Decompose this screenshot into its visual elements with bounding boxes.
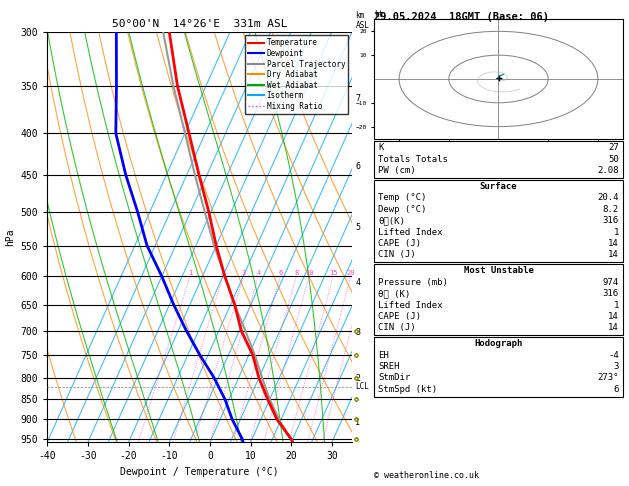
Text: 6: 6 (613, 385, 619, 394)
Text: © weatheronline.co.uk: © weatheronline.co.uk (374, 471, 479, 480)
Text: SREH: SREH (378, 362, 399, 371)
Text: km
ASL: km ASL (355, 11, 369, 30)
Text: 4: 4 (256, 270, 260, 277)
Text: 14: 14 (608, 239, 619, 248)
Text: 316: 316 (603, 216, 619, 225)
Text: 20.4: 20.4 (598, 193, 619, 202)
Text: 20: 20 (347, 270, 355, 277)
Text: θᴇ (K): θᴇ (K) (378, 289, 410, 298)
Text: StmDir: StmDir (378, 373, 410, 382)
Text: 1: 1 (188, 270, 192, 277)
Title: 50°00'N  14°26'E  331m ASL: 50°00'N 14°26'E 331m ASL (112, 19, 287, 30)
Text: 5: 5 (355, 223, 360, 232)
Text: 4: 4 (355, 278, 360, 287)
Text: 15: 15 (329, 270, 337, 277)
Text: EH: EH (378, 350, 389, 360)
Text: LCL: LCL (355, 382, 369, 391)
Text: Surface: Surface (480, 182, 517, 191)
Text: Totals Totals: Totals Totals (378, 155, 448, 164)
Text: 10: 10 (305, 270, 313, 277)
Text: 6: 6 (278, 270, 282, 277)
Text: kt: kt (374, 10, 384, 19)
Text: 2.08: 2.08 (598, 166, 619, 175)
Text: CIN (J): CIN (J) (378, 250, 416, 260)
Text: Dewp (°C): Dewp (°C) (378, 205, 426, 214)
Text: 3: 3 (613, 362, 619, 371)
Text: 8: 8 (294, 270, 299, 277)
Text: Most Unstable: Most Unstable (464, 266, 533, 275)
Text: 2: 2 (355, 374, 360, 383)
Text: 3: 3 (355, 328, 360, 337)
Text: 1: 1 (355, 418, 360, 427)
Y-axis label: hPa: hPa (5, 228, 15, 246)
Text: 316: 316 (603, 289, 619, 298)
Text: Lifted Index: Lifted Index (378, 300, 443, 310)
Text: 273°: 273° (598, 373, 619, 382)
Text: 3: 3 (242, 270, 245, 277)
Text: CAPE (J): CAPE (J) (378, 312, 421, 321)
Text: 14: 14 (608, 312, 619, 321)
Text: 8.2: 8.2 (603, 205, 619, 214)
Text: θᴇ(K): θᴇ(K) (378, 216, 405, 225)
Text: Hodograph: Hodograph (474, 339, 523, 348)
Text: 974: 974 (603, 278, 619, 287)
Text: CAPE (J): CAPE (J) (378, 239, 421, 248)
Text: -4: -4 (608, 350, 619, 360)
Text: 2: 2 (221, 270, 225, 277)
Text: PW (cm): PW (cm) (378, 166, 416, 175)
Text: Lifted Index: Lifted Index (378, 227, 443, 237)
X-axis label: Dewpoint / Temperature (°C): Dewpoint / Temperature (°C) (120, 467, 279, 477)
Text: Pressure (mb): Pressure (mb) (378, 278, 448, 287)
Text: 14: 14 (608, 250, 619, 260)
Text: 6: 6 (355, 162, 360, 171)
Text: 29.05.2024  18GMT (Base: 06): 29.05.2024 18GMT (Base: 06) (374, 12, 549, 22)
Text: 14: 14 (608, 323, 619, 332)
Text: 1: 1 (613, 227, 619, 237)
Text: Temp (°C): Temp (°C) (378, 193, 426, 202)
Text: K: K (378, 143, 384, 152)
Text: StmSpd (kt): StmSpd (kt) (378, 385, 437, 394)
Text: CIN (J): CIN (J) (378, 323, 416, 332)
Legend: Temperature, Dewpoint, Parcel Trajectory, Dry Adiabat, Wet Adiabat, Isotherm, Mi: Temperature, Dewpoint, Parcel Trajectory… (245, 35, 348, 114)
Text: 7: 7 (355, 94, 360, 104)
Text: 1: 1 (613, 300, 619, 310)
Text: 27: 27 (608, 143, 619, 152)
Text: 50: 50 (608, 155, 619, 164)
